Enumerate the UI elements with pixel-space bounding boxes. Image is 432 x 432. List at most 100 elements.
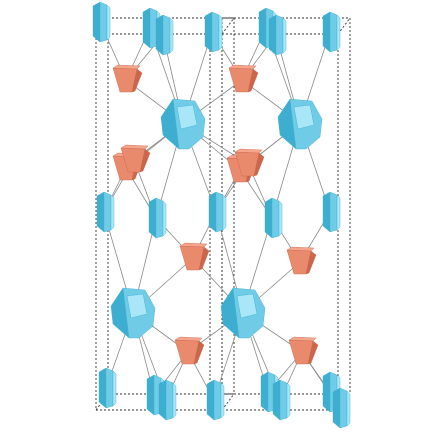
salmon-face-light xyxy=(228,64,257,70)
plate-face-dark xyxy=(206,379,215,421)
plate-face-mid xyxy=(279,379,288,421)
plate-face-dark xyxy=(322,11,331,53)
salmon-face-light xyxy=(234,148,263,154)
plate-face-dark xyxy=(322,371,331,413)
plate-face-dark xyxy=(155,14,164,56)
cyan-plate-polyhedron xyxy=(208,191,227,233)
plate-face-light xyxy=(162,200,167,237)
plate-face-dark xyxy=(96,191,105,233)
plate-face-mid xyxy=(162,14,171,56)
cyan-plate-polyhedron xyxy=(264,197,283,239)
plate-face-light xyxy=(218,14,223,51)
plate-face-dark xyxy=(272,379,281,421)
plate-face-dark xyxy=(322,191,331,233)
plate-face-mid xyxy=(329,191,338,233)
cyan-plate-polyhedron xyxy=(148,197,167,239)
salmon-face-light xyxy=(179,242,208,248)
plate-face-light xyxy=(286,382,291,419)
big-face-light xyxy=(236,293,258,319)
cell-edge xyxy=(221,17,235,35)
salmon-face-light xyxy=(286,246,315,252)
salmon-polyhedron xyxy=(228,64,259,93)
cyan-plate-polyhedron xyxy=(96,191,115,233)
salmon-polyhedron xyxy=(234,148,265,177)
plate-face-dark xyxy=(204,11,213,53)
plate-face-mid xyxy=(165,379,174,421)
plate-face-light xyxy=(278,200,283,237)
salmon-polyhedron xyxy=(179,242,210,271)
plate-face-dark xyxy=(158,379,167,421)
plate-face-light xyxy=(169,17,174,54)
salmon-face-dark xyxy=(305,250,317,275)
plate-face-mid xyxy=(339,387,348,429)
cell-edge xyxy=(221,393,235,411)
plate-face-mid xyxy=(99,1,108,43)
plate-face-dark xyxy=(208,191,217,233)
salmon-face-dark xyxy=(307,340,319,365)
plate-face-light xyxy=(336,14,341,51)
cyan-plate-polyhedron xyxy=(268,14,287,56)
cyan-large-polyhedron xyxy=(220,287,266,339)
plate-face-mid xyxy=(213,379,222,421)
big-face-light xyxy=(176,104,198,130)
plate-face-dark xyxy=(142,7,151,49)
cyan-large-polyhedron xyxy=(110,287,156,339)
plate-face-mid xyxy=(211,11,220,53)
plate-face-dark xyxy=(98,367,107,409)
plate-face-dark xyxy=(332,387,341,429)
cyan-plate-polyhedron xyxy=(155,14,174,56)
polyhedra-layer xyxy=(92,1,351,429)
plate-face-light xyxy=(106,4,111,41)
plate-face-mid xyxy=(105,367,114,409)
plate-face-mid xyxy=(155,197,164,239)
plate-face-dark xyxy=(148,197,157,239)
big-face-light xyxy=(126,293,148,319)
salmon-face-dark xyxy=(253,152,265,177)
plate-face-light xyxy=(346,390,351,427)
cyan-plate-polyhedron xyxy=(92,1,111,43)
plate-face-dark xyxy=(258,7,267,49)
cyan-plate-polyhedron xyxy=(206,379,225,421)
salmon-face-light xyxy=(120,144,149,150)
plate-face-mid xyxy=(103,191,112,233)
plate-face-dark xyxy=(260,371,269,413)
plate-face-mid xyxy=(329,11,338,53)
big-face-light xyxy=(293,104,315,130)
plate-face-dark xyxy=(146,374,155,416)
plate-face-light xyxy=(336,194,341,231)
plate-face-mid xyxy=(215,191,224,233)
salmon-polyhedron xyxy=(286,246,317,275)
plate-face-mid xyxy=(271,197,280,239)
plate-face-light xyxy=(172,382,177,419)
salmon-face-dark xyxy=(193,340,205,365)
plate-face-light xyxy=(112,370,117,407)
salmon-polyhedron xyxy=(174,336,205,365)
salmon-polyhedron xyxy=(120,144,151,173)
cyan-plate-polyhedron xyxy=(272,379,291,421)
plate-face-light xyxy=(222,194,227,231)
plate-face-dark xyxy=(92,1,101,43)
plate-face-light xyxy=(220,382,225,419)
plate-face-dark xyxy=(264,197,273,239)
cyan-plate-polyhedron xyxy=(158,379,177,421)
salmon-face-light xyxy=(112,64,141,70)
salmon-face-dark xyxy=(139,148,151,173)
salmon-face-dark xyxy=(247,68,259,93)
cyan-plate-polyhedron xyxy=(322,191,341,233)
plate-face-light xyxy=(110,194,115,231)
cell-edge xyxy=(337,17,351,35)
cyan-plate-polyhedron xyxy=(204,11,223,53)
cyan-plate-polyhedron xyxy=(332,387,351,429)
salmon-polyhedron xyxy=(112,64,143,93)
cyan-large-polyhedron xyxy=(160,98,206,150)
cyan-plate-polyhedron xyxy=(98,367,117,409)
salmon-polyhedron xyxy=(288,336,319,365)
cyan-plate-polyhedron xyxy=(322,11,341,53)
salmon-face-dark xyxy=(131,68,143,93)
plate-face-dark xyxy=(268,14,277,56)
salmon-face-light xyxy=(174,336,203,342)
plate-face-mid xyxy=(275,14,284,56)
salmon-face-light xyxy=(288,336,317,342)
salmon-face-dark xyxy=(198,246,210,271)
